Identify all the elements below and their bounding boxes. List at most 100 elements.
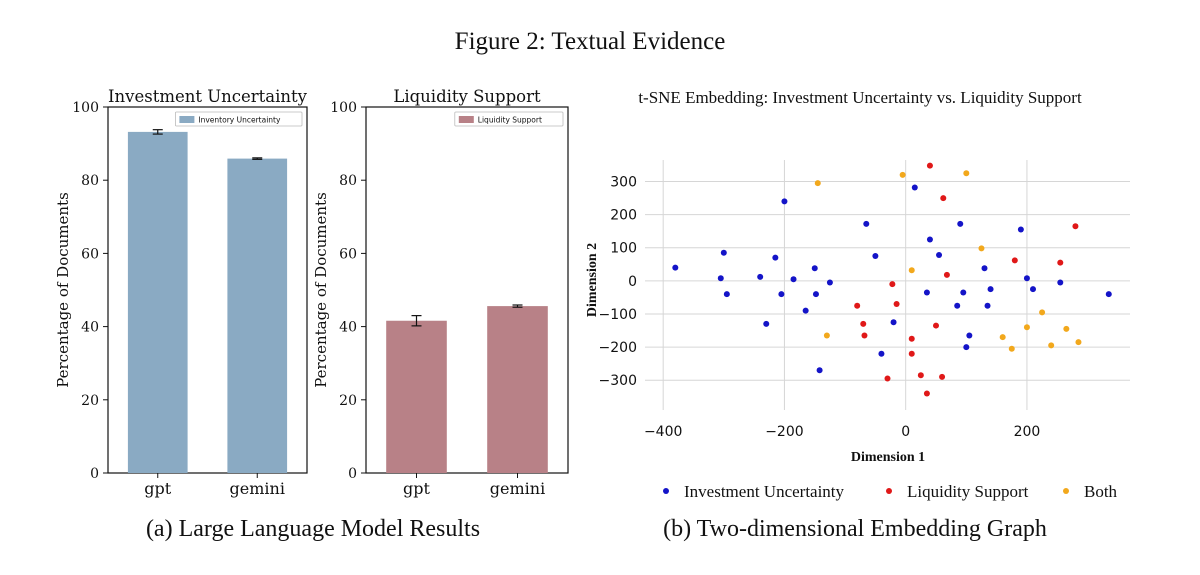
point-investment-uncertainty	[717, 275, 724, 282]
point-both	[823, 332, 830, 339]
point-both	[1063, 325, 1070, 332]
point-investment-uncertainty	[960, 289, 967, 296]
point-investment-uncertainty	[781, 198, 788, 205]
point-investment-uncertainty	[811, 265, 818, 272]
point-investment-uncertainty	[923, 289, 930, 296]
point-investment-uncertainty	[957, 220, 964, 227]
point-investment-uncertainty	[926, 236, 933, 243]
point-liquidity-support	[893, 301, 900, 308]
point-liquidity-support	[923, 390, 930, 397]
point-investment-uncertainty	[772, 254, 779, 261]
point-investment-uncertainty	[936, 252, 943, 259]
legend-swatch	[179, 116, 195, 123]
point-investment-uncertainty	[911, 184, 918, 191]
y-tick-label: 300	[610, 175, 637, 191]
point-liquidity-support	[939, 373, 946, 380]
y-tick-label: 40	[81, 320, 99, 336]
y-tick-label: −100	[599, 307, 637, 323]
point-investment-uncertainty	[1105, 291, 1112, 298]
y-tick-label: 200	[610, 208, 637, 224]
x-tick-label: −200	[765, 424, 803, 440]
point-liquidity-support	[884, 375, 891, 382]
x-tick-label: −400	[644, 424, 682, 440]
point-both	[978, 245, 985, 252]
point-liquidity-support	[940, 195, 947, 202]
point-both	[999, 334, 1006, 341]
legend-marker-both	[1063, 488, 1069, 494]
x-tick-label: gemini	[490, 479, 545, 498]
point-liquidity-support	[1072, 223, 1079, 230]
point-investment-uncertainty	[812, 291, 819, 298]
x-tick-label: gemini	[230, 479, 285, 498]
point-investment-uncertainty	[757, 273, 764, 280]
point-investment-uncertainty	[963, 344, 970, 351]
legend-marker-investment-uncertainty	[663, 488, 669, 494]
point-liquidity-support	[917, 372, 924, 379]
y-axis-label: Dimension 2	[585, 243, 600, 317]
point-both	[1075, 339, 1082, 346]
point-investment-uncertainty	[878, 350, 885, 357]
point-investment-uncertainty	[723, 291, 730, 298]
point-investment-uncertainty	[720, 249, 727, 256]
point-both	[814, 180, 821, 187]
legend-swatch	[458, 116, 474, 123]
point-both	[899, 171, 906, 178]
point-investment-uncertainty	[954, 302, 961, 309]
y-tick-label: 0	[628, 274, 637, 290]
bar-chart-liquidity-support: 0 20 40 60 80 100 gpt gemini Liquidity Support Pe…	[312, 87, 569, 498]
legend-marker-liquidity-support	[886, 488, 892, 494]
point-both	[908, 267, 915, 274]
x-tick-label: 200	[1014, 424, 1041, 440]
point-liquidity-support	[933, 322, 939, 329]
point-both	[1048, 342, 1055, 349]
point-both	[1023, 324, 1030, 331]
point-investment-uncertainty	[778, 291, 785, 298]
y-tick-label: 20	[81, 393, 99, 409]
y-tick-label: 100	[72, 100, 99, 116]
point-investment-uncertainty	[672, 264, 679, 271]
point-liquidity-support	[1057, 259, 1064, 266]
point-investment-uncertainty	[987, 286, 994, 293]
x-axis-label: Dimension 1	[851, 450, 925, 465]
point-investment-uncertainty	[763, 320, 770, 327]
y-axis-label: Percentage of Documents	[54, 192, 72, 388]
y-axis-label: Percentage of Documents	[312, 192, 330, 388]
point-both	[1039, 309, 1046, 316]
y-tick-label: −300	[599, 373, 637, 389]
y-tick-label: 40	[339, 320, 357, 336]
bar-gpt	[386, 320, 447, 473]
legend-label-both: Both	[1084, 482, 1118, 501]
point-investment-uncertainty	[1023, 275, 1030, 282]
point-investment-uncertainty	[890, 319, 897, 326]
x-tick-label: gpt	[144, 479, 171, 498]
y-tick-label: 80	[339, 173, 357, 189]
point-liquidity-support	[861, 332, 868, 339]
bar-gemini	[487, 306, 548, 473]
point-investment-uncertainty	[863, 220, 870, 227]
y-tick-label: −200	[599, 340, 637, 356]
plot-frame	[365, 106, 569, 474]
legend-label: Inventory Uncertainty	[198, 116, 281, 125]
y-tick-label: 0	[90, 466, 99, 482]
caption-a: (a) Large Language Model Results	[146, 516, 480, 542]
chart-title: Investment Uncertainty	[108, 87, 308, 106]
figure-title: Figure 2: Textual Evidence	[455, 28, 726, 55]
x-tick-label: 0	[901, 424, 910, 440]
plot-frame	[107, 106, 308, 474]
chart-title: t-SNE Embedding: Investment Uncertainty …	[638, 88, 1082, 107]
y-tick-label: 20	[339, 393, 357, 409]
caption-b: (b) Two-dimensional Embedding Graph	[663, 516, 1047, 542]
legend-box	[454, 111, 564, 127]
y-tick-label: 80	[81, 173, 99, 189]
point-liquidity-support	[943, 271, 950, 278]
legend-label: Liquidity Support	[478, 116, 542, 125]
point-both	[963, 170, 970, 177]
point-investment-uncertainty	[1030, 286, 1036, 293]
point-liquidity-support	[908, 350, 915, 357]
point-investment-uncertainty	[872, 253, 879, 260]
y-tick-label: 60	[339, 246, 357, 262]
bar-gemini	[227, 158, 288, 473]
point-investment-uncertainty	[984, 302, 991, 309]
point-investment-uncertainty	[802, 307, 809, 314]
